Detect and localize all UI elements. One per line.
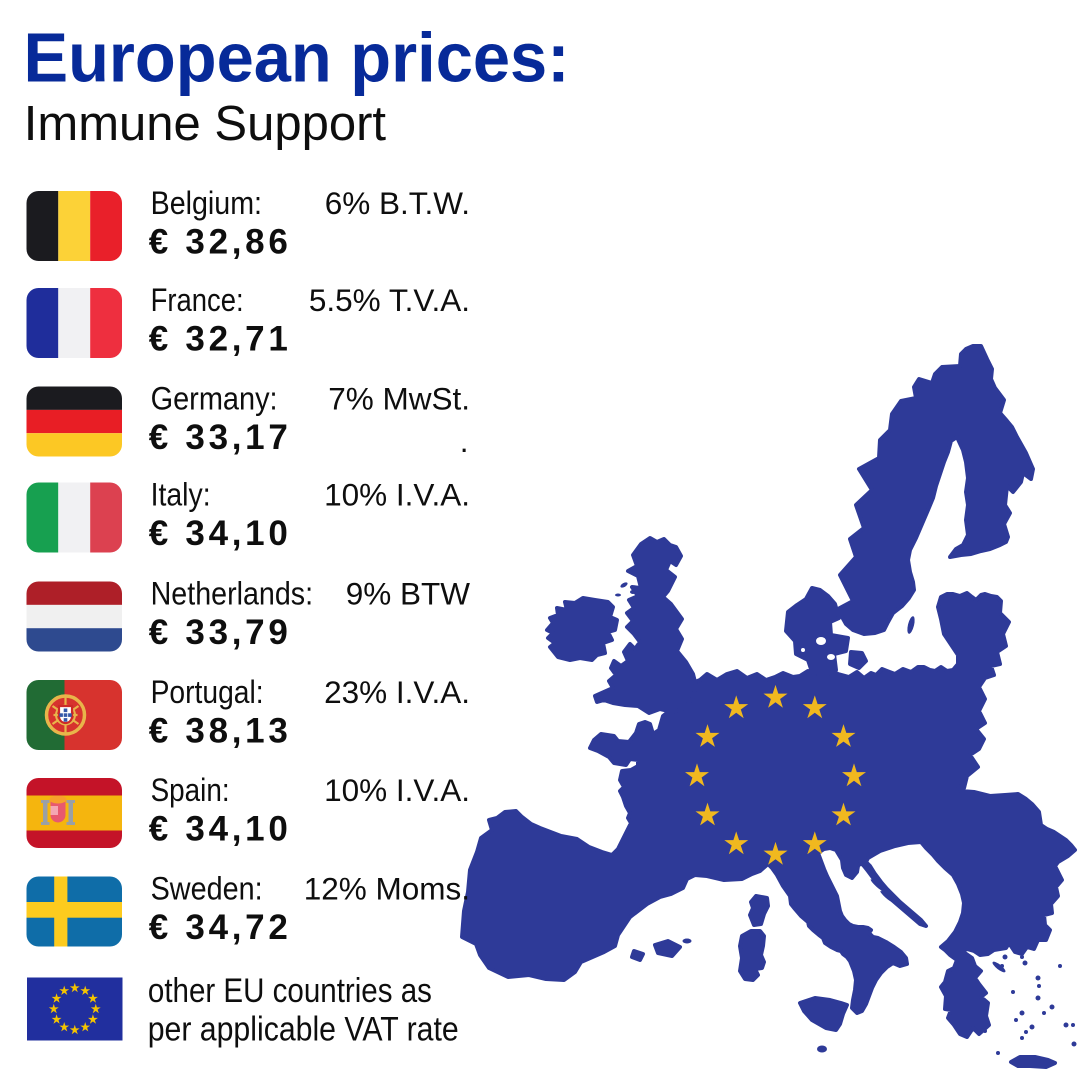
svg-text:.: . [460,423,469,459]
svg-text:€ 34,72: € 34,72 [149,908,288,947]
svg-text:Italy:: Italy: [151,477,211,513]
svg-text:10% I.V.A.: 10% I.V.A. [324,477,470,513]
svg-text:Germany:: Germany: [151,381,278,417]
svg-text:10% I.V.A.: 10% I.V.A. [324,772,470,808]
svg-text:5.5% T.V.A.: 5.5% T.V.A. [309,282,470,318]
svg-text:Immune Support: Immune Support [24,97,387,151]
svg-text:€ 32,71: € 32,71 [149,319,288,358]
svg-text:Portugal:: Portugal: [151,674,264,710]
svg-text:12% Moms.: 12% Moms. [304,871,470,907]
svg-text:per applicable VAT rate: per applicable VAT rate [148,1010,459,1048]
svg-text:€ 38,13: € 38,13 [149,711,288,750]
svg-text:23% I.V.A.: 23% I.V.A. [324,674,470,710]
svg-text:9% BTW: 9% BTW [346,576,471,612]
svg-text:€ 33,79: € 33,79 [149,613,288,652]
svg-text:€ 33,17: € 33,17 [149,418,288,457]
svg-text:Sweden:: Sweden: [151,871,263,907]
svg-text:€ 32,86: € 32,86 [149,222,288,261]
svg-text:European prices:: European prices: [24,19,570,97]
svg-text:other EU countries as: other EU countries as [148,972,432,1010]
svg-text:France:: France: [151,282,244,318]
svg-text:7% MwSt.: 7% MwSt. [328,381,470,417]
svg-text:Belgium:: Belgium: [151,185,262,221]
svg-text:Netherlands:: Netherlands: [151,576,314,612]
svg-text:€ 34,10: € 34,10 [149,809,288,848]
svg-text:Spain:: Spain: [151,772,230,808]
svg-text:6% B.T.W.: 6% B.T.W. [325,185,470,221]
svg-text:€ 34,10: € 34,10 [149,514,288,553]
